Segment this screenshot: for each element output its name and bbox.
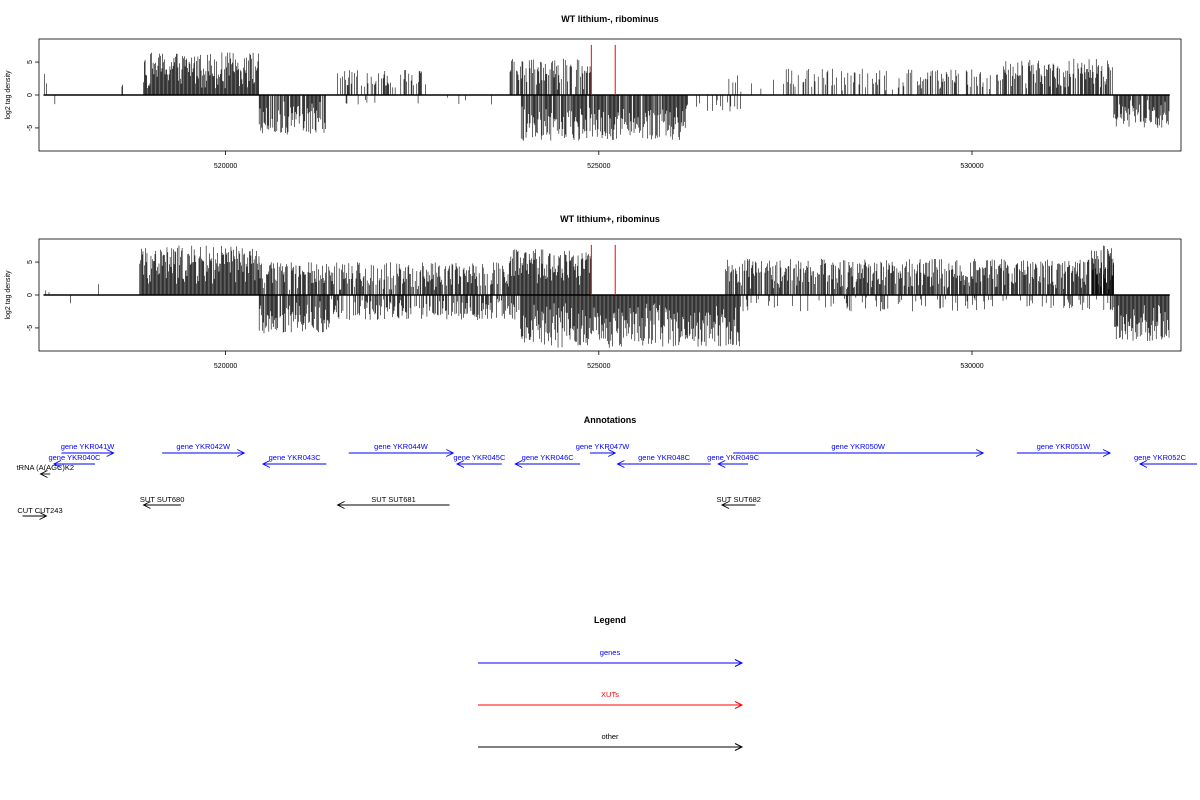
- track-panel-lithium-plus: WT lithium+, ribominus log2 tag density …: [5, 214, 1182, 370]
- feature-arrowhead: [514, 460, 523, 468]
- legend-item-label: XUTs: [601, 690, 619, 699]
- x-axis: 520000 525000 530000: [214, 151, 984, 170]
- feature-label: gene YKR051W: [1037, 442, 1092, 451]
- annotation-feature: gene YKR041W: [61, 442, 116, 457]
- feature-arrowhead: [106, 449, 115, 457]
- panel-title: WT lithium+, ribominus: [560, 214, 660, 224]
- feature-arrowhead: [336, 501, 345, 509]
- annotations-title: Annotations: [584, 415, 637, 425]
- feature-arrowhead: [1138, 460, 1148, 468]
- legend-item-label: other: [601, 732, 619, 741]
- annotation-feature: gene YKR044W: [348, 442, 455, 457]
- feature-arrowhead: [608, 449, 617, 457]
- feature-label: SUT SUT682: [717, 495, 761, 504]
- feature-label: gene YKR046C: [522, 453, 575, 462]
- feature-label: SUT SUT681: [371, 495, 415, 504]
- y-tick-label: -5: [27, 125, 34, 131]
- feature-arrowhead: [616, 460, 625, 468]
- legend-items: genes XUTs other: [478, 648, 744, 751]
- annotation-feature: SUT SUT681: [336, 495, 450, 509]
- annotation-feature: SUT SUT682: [717, 495, 761, 509]
- feature-arrowhead: [261, 460, 271, 468]
- feature-label: CUT CUT243: [17, 506, 62, 515]
- feature-arrowhead: [1102, 449, 1112, 457]
- annotation-feature: gene YKR048C: [616, 453, 711, 468]
- feature-label: gene YKR052C: [1134, 453, 1187, 462]
- x-tick-label: 530000: [960, 363, 983, 370]
- annotation-feature: tRNA (A(AGC)K2: [17, 463, 75, 478]
- y-axis-label: log2 tag density: [5, 270, 12, 320]
- y-axis: -5 0 5: [27, 260, 39, 331]
- legend-arrowhead: [734, 701, 744, 709]
- feature-arrowhead: [237, 449, 246, 457]
- x-axis: 520000 525000 530000: [214, 351, 984, 370]
- tag-density-bars: [43, 245, 1170, 348]
- x-tick-label: 520000: [214, 163, 237, 170]
- feature-label: gene YKR049C: [707, 453, 760, 462]
- feature-label: gene YKR048C: [638, 453, 691, 462]
- annotations-track: Annotations gene YKR041W gene YKR042W gene…: [17, 415, 1197, 520]
- x-tick-label: 525000: [587, 363, 610, 370]
- feature-label: gene YKR043C: [269, 453, 322, 462]
- annotation-feature: gene YKR047W: [576, 442, 631, 457]
- annotation-feature: gene YKR043C: [261, 453, 327, 468]
- feature-label: gene YKR045C: [453, 453, 506, 462]
- annotation-feature: gene YKR046C: [514, 453, 581, 468]
- feature-arrowhead: [446, 449, 455, 457]
- tag-density-bars: [43, 52, 1170, 141]
- x-tick-label: 530000: [960, 163, 983, 170]
- feature-arrowhead: [39, 470, 48, 478]
- annotation-feature: gene YKR049C: [707, 453, 760, 468]
- panel-title: WT lithium-, ribominus: [561, 14, 659, 24]
- legend-arrowhead: [734, 743, 744, 751]
- legend-item: other: [478, 732, 744, 751]
- feature-label: gene YKR050W: [831, 442, 886, 451]
- feature-arrowhead: [39, 512, 48, 520]
- feature-label: gene YKR041W: [61, 442, 116, 451]
- track-panel-lithium-minus: WT lithium-, ribominus log2 tag density …: [5, 14, 1182, 170]
- feature-label: tRNA (A(AGC)K2: [17, 463, 75, 472]
- feature-label: SUT SUT680: [140, 495, 184, 504]
- y-tick-label: 0: [27, 293, 34, 297]
- feature-arrowhead: [717, 460, 726, 468]
- annotation-feature: gene YKR042W: [162, 442, 246, 457]
- annotation-feature: gene YKR051W: [1016, 442, 1112, 457]
- y-tick-label: -5: [27, 325, 34, 331]
- y-tick-label: 5: [27, 260, 34, 264]
- xut-markers: [590, 244, 616, 295]
- x-tick-label: 525000: [587, 163, 610, 170]
- annotation-feature: gene YKR040C: [48, 453, 101, 468]
- annotation-feature: gene YKR052C: [1134, 453, 1197, 468]
- feature-arrowhead: [52, 460, 62, 468]
- legend-item-label: genes: [600, 648, 621, 657]
- annotation-feature: gene YKR050W: [733, 442, 985, 457]
- y-axis: -5 0 5: [27, 60, 39, 131]
- annotation-feature: gene YKR045C: [453, 453, 506, 468]
- feature-label: gene YKR047W: [576, 442, 631, 451]
- feature-arrowhead: [142, 501, 151, 509]
- legend-item: genes: [478, 648, 744, 667]
- feature-arrowhead: [720, 501, 730, 509]
- feature-arrowhead: [455, 460, 465, 468]
- legend-arrowhead: [734, 659, 744, 667]
- annotation-feature: SUT SUT680: [140, 495, 184, 509]
- xut-markers: [590, 44, 616, 95]
- feature-arrowhead: [976, 449, 985, 457]
- legend: Legend genes XUTs other: [478, 615, 744, 751]
- y-tick-label: 0: [27, 93, 34, 97]
- x-tick-label: 520000: [214, 363, 237, 370]
- legend-title: Legend: [594, 615, 626, 625]
- legend-item: XUTs: [478, 690, 744, 709]
- annotation-feature: CUT CUT243: [17, 506, 63, 520]
- y-axis-label: log2 tag density: [5, 70, 12, 120]
- feature-label: gene YKR042W: [176, 442, 231, 451]
- feature-label: gene YKR040C: [48, 453, 101, 462]
- feature-label: gene YKR044W: [374, 442, 429, 451]
- y-tick-label: 5: [27, 60, 34, 64]
- annotation-features: gene YKR041W gene YKR042W gene YKR044W gene…: [17, 442, 1197, 520]
